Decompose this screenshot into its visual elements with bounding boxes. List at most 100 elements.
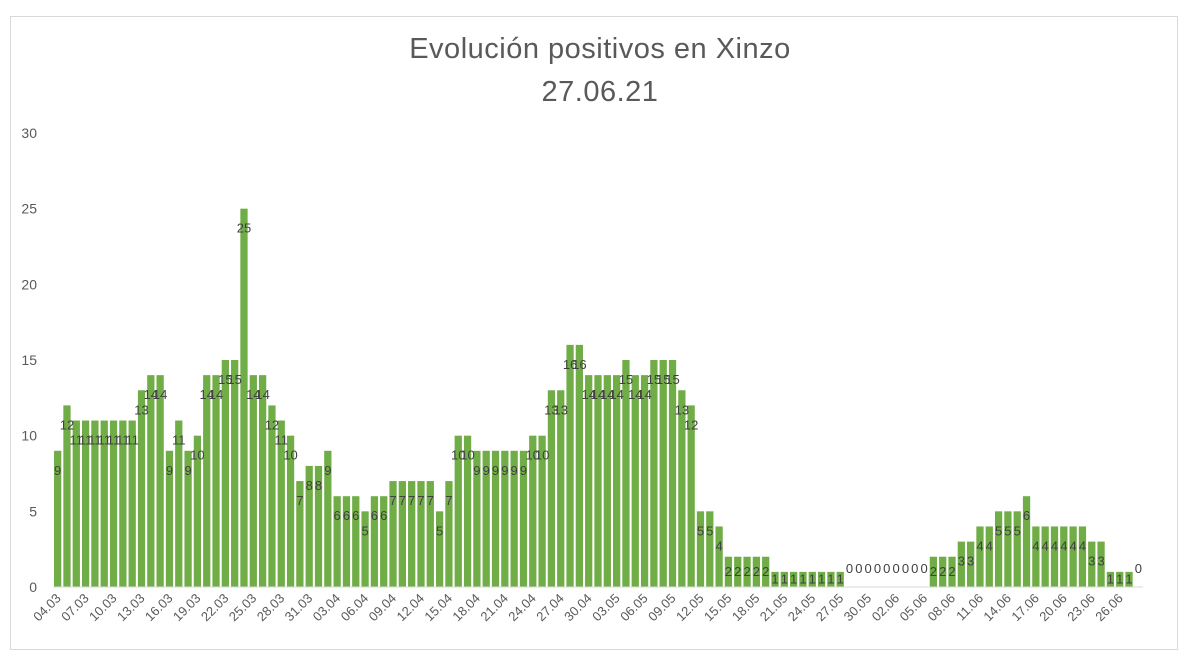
y-tick-label: 0 <box>29 579 37 595</box>
bar <box>687 405 695 587</box>
bar <box>137 390 146 587</box>
data-label: 4 <box>976 538 983 553</box>
bar <box>1116 571 1124 587</box>
x-tick-label: 18.05 <box>729 591 763 625</box>
bar <box>193 435 202 587</box>
bar <box>612 375 621 587</box>
data-label: 14 <box>153 387 167 402</box>
x-tick-label: 25.03 <box>226 591 260 625</box>
data-label: 15 <box>218 372 232 387</box>
data-label: 14 <box>246 387 260 402</box>
data-label: 11 <box>274 433 288 448</box>
data-label: 0 <box>874 561 881 576</box>
x-tick-label: 22.03 <box>198 591 232 625</box>
data-labels: 9121111111111111113141491191014141515251… <box>54 221 1142 587</box>
x-tick-label: 08.06 <box>925 591 959 625</box>
data-label: 11 <box>70 433 84 448</box>
bar <box>370 496 379 587</box>
x-tick-label: 12.04 <box>393 591 427 625</box>
y-tick-label: 10 <box>21 428 37 444</box>
bar <box>491 450 500 587</box>
data-label: 10 <box>451 448 465 463</box>
bar <box>426 481 434 587</box>
y-tick-label: 5 <box>29 503 37 519</box>
x-tick-label: 21.04 <box>477 591 511 625</box>
bar <box>957 541 965 587</box>
bar <box>1069 526 1077 587</box>
bar <box>175 420 183 587</box>
data-label: 11 <box>79 433 93 448</box>
x-tick-label: 18.04 <box>449 591 483 625</box>
chart-subtitle: 27.06.21 <box>541 76 659 108</box>
data-label: 8 <box>306 478 313 493</box>
data-label: 3 <box>967 554 974 569</box>
data-label: 0 <box>1135 561 1142 576</box>
bar <box>780 571 788 587</box>
data-label: 0 <box>846 561 853 576</box>
data-label: 4 <box>1070 538 1077 553</box>
x-tick-label: 13.03 <box>114 591 148 625</box>
bar <box>575 344 584 587</box>
data-label: 11 <box>107 433 121 448</box>
bar <box>1022 496 1031 587</box>
bar <box>305 465 313 587</box>
x-tick-label: 16.03 <box>142 591 176 625</box>
data-label: 7 <box>427 493 434 508</box>
bar <box>622 360 630 587</box>
chart-title: Evolución positivos en Xinzo <box>409 33 791 65</box>
bar <box>529 435 537 587</box>
bar <box>314 465 323 587</box>
x-tick-label: 31.03 <box>282 591 316 625</box>
x-tick-label: 17.06 <box>1008 591 1042 625</box>
bar <box>976 526 984 587</box>
data-label: 1 <box>781 571 788 586</box>
data-label: 5 <box>697 523 704 538</box>
bar <box>1125 571 1133 587</box>
bar <box>361 511 369 587</box>
x-tick-label: 05.06 <box>897 591 931 625</box>
data-label: 14 <box>637 387 651 402</box>
bar <box>435 511 444 587</box>
bar <box>538 435 546 587</box>
x-tick-label: 24.04 <box>505 591 539 625</box>
data-label: 1 <box>790 571 797 586</box>
x-tick-label: 07.03 <box>58 591 92 625</box>
x-tick-label: 30.05 <box>841 591 875 625</box>
data-label: 12 <box>60 417 74 432</box>
bar <box>184 450 192 587</box>
data-label: 2 <box>762 564 769 579</box>
x-tick-label: 30.04 <box>561 591 595 625</box>
data-label: 1 <box>799 571 806 586</box>
data-label: 5 <box>1004 523 1011 538</box>
bar <box>519 450 528 587</box>
bar <box>752 556 761 587</box>
bar <box>109 420 118 587</box>
data-label: 2 <box>753 564 760 579</box>
data-label: 2 <box>725 564 732 579</box>
x-tick-label: 28.03 <box>254 591 288 625</box>
data-label: 4 <box>1042 538 1049 553</box>
data-label: 9 <box>473 463 480 478</box>
x-tick-label: 24.05 <box>785 591 819 625</box>
data-label: 6 <box>1023 508 1030 523</box>
bar <box>501 450 509 587</box>
data-label: 2 <box>930 564 937 579</box>
data-label: 1 <box>1125 571 1132 586</box>
bar <box>240 208 248 587</box>
y-axis: 0 5 10 15 20 25 30 <box>21 125 37 595</box>
x-tick-label: 27.04 <box>533 591 567 625</box>
data-label: 16 <box>572 357 586 372</box>
data-label: 5 <box>436 523 443 538</box>
data-label: 13 <box>134 402 148 417</box>
bar <box>631 375 639 587</box>
bar <box>380 496 388 587</box>
bar <box>463 435 472 587</box>
data-label: 14 <box>255 387 269 402</box>
data-label: 9 <box>511 463 518 478</box>
x-tick-label: 06.04 <box>338 591 372 625</box>
bar <box>324 450 332 587</box>
data-label: 0 <box>883 561 890 576</box>
bar <box>650 360 658 587</box>
data-label: 1 <box>818 571 825 586</box>
bar <box>929 556 938 587</box>
